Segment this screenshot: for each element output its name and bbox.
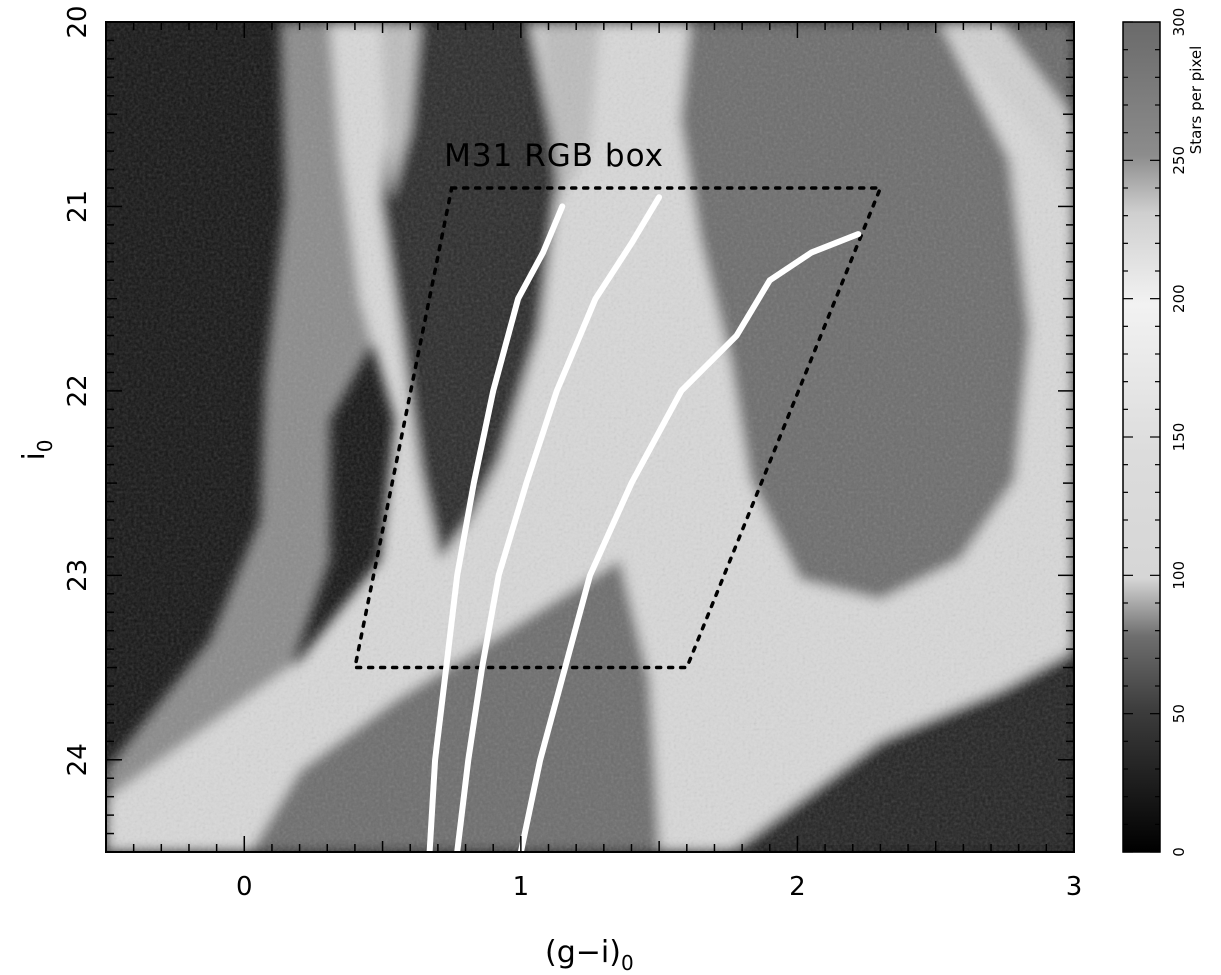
plot-frame bbox=[105, 21, 1075, 853]
colorbar-tick-label: 100 bbox=[1170, 561, 1188, 590]
heatmap-density bbox=[106, 22, 1074, 852]
m31-rgb-selection-box bbox=[352, 186, 883, 670]
colorbar-tick-label: 250 bbox=[1170, 146, 1188, 175]
colorbar-tick-label-group: 0 bbox=[1170, 847, 1188, 857]
y-tick-label-group: 21 bbox=[63, 190, 93, 223]
colorbar-tick-label-group: 250 bbox=[1170, 146, 1188, 175]
rgb-box-annotation: M31 RGB box bbox=[444, 138, 664, 174]
colorbar-tick-label: 50 bbox=[1170, 704, 1188, 723]
svg-text:Stars per pixel: Stars per pixel bbox=[1187, 46, 1205, 155]
x-tick-label: 3 bbox=[1066, 872, 1083, 902]
isochrone-track-3 bbox=[517, 231, 862, 855]
svg-text:i0: i0 bbox=[17, 439, 57, 460]
colorbar-tick-label-group: 50 bbox=[1170, 704, 1188, 723]
colorbar-tick-label: 200 bbox=[1170, 284, 1188, 313]
y-tick-label: 20 bbox=[63, 5, 93, 38]
y-tick-label: 24 bbox=[63, 743, 93, 776]
y-tick-label-group: 22 bbox=[63, 374, 93, 407]
y-tick-label-group: 24 bbox=[63, 743, 93, 776]
colorbar-tick-label-group: 200 bbox=[1170, 284, 1188, 313]
colorbar-tick-label-group: 300 bbox=[1170, 8, 1188, 37]
y-tick-label-group: 23 bbox=[63, 559, 93, 592]
colorbar-tick-label: 0 bbox=[1170, 847, 1188, 857]
x-axis-label: (g−i)0 bbox=[545, 935, 634, 975]
colorbar-tick-label-group: 100 bbox=[1170, 561, 1188, 590]
y-tick-label: 22 bbox=[63, 374, 93, 407]
y-axis-label: i0 bbox=[17, 439, 57, 460]
x-tick-label: 1 bbox=[513, 872, 530, 902]
colorbar-tick-label-group: 150 bbox=[1170, 423, 1188, 452]
colorbar-tick-label: 150 bbox=[1170, 423, 1188, 452]
x-tick-label: 0 bbox=[236, 872, 253, 902]
y-tick-label: 23 bbox=[63, 559, 93, 592]
colorbar-label: Stars per pixel bbox=[1187, 46, 1205, 155]
isochrone-track-2 bbox=[454, 194, 663, 855]
y-tick-label: 21 bbox=[63, 190, 93, 223]
colorbar-tick-label: 300 bbox=[1170, 8, 1188, 37]
x-tick-label: 2 bbox=[789, 872, 806, 902]
isochrone-track-1 bbox=[426, 203, 566, 855]
y-tick-label-group: 20 bbox=[63, 5, 93, 38]
